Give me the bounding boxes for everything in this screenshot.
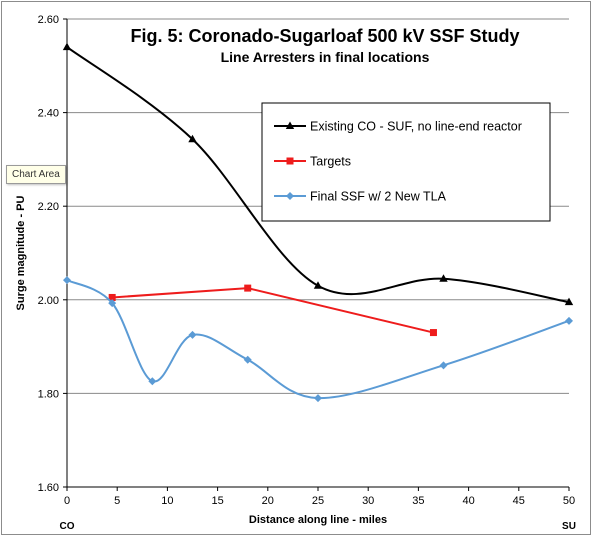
x-tick-label: 15: [211, 495, 223, 507]
x-tick-label: 5: [114, 495, 120, 507]
legend-box: [261, 102, 551, 222]
plot-series: [62, 42, 574, 403]
data-point-existing-co-suf: [313, 281, 323, 289]
gridlines: [67, 18, 569, 394]
x-tick-label: 45: [513, 495, 525, 507]
series-line-existing-co-suf: [66, 46, 570, 304]
data-point-final-ssf: [63, 276, 71, 285]
x-tick-label: 20: [262, 495, 274, 507]
legend[interactable]: Existing CO - SUF, no line-end reactor Ta…: [261, 102, 551, 222]
data-point-targets: [429, 329, 437, 337]
data-point-final-ssf: [314, 394, 322, 403]
y-tick-label: 2.20: [38, 201, 59, 213]
data-point-final-ssf: [188, 330, 197, 339]
data-point-targets: [244, 284, 252, 292]
x-tick-label: 0: [64, 495, 70, 507]
legend-label-targets: Targets: [310, 155, 351, 169]
x-tick-label: 40: [462, 495, 474, 507]
y-tick-label: 2.40: [38, 108, 59, 120]
data-point-final-ssf: [565, 316, 573, 325]
data-point-existing-co-suf: [439, 274, 448, 282]
legend-marker-targets: [286, 157, 294, 165]
chart-subtitle: Line Arresters in final locations: [221, 49, 430, 65]
chart-title: Fig. 5: Coronado-Sugarloaf 500 kV SSF St…: [130, 26, 519, 46]
x-tick-label: 25: [312, 495, 324, 507]
legend-label-final-ssf: Final SSF w/ 2 New TLA: [310, 190, 447, 204]
x-tick-label: 10: [161, 495, 173, 507]
y-tick-label: 2.00: [38, 295, 59, 307]
chart-area-tooltip: Chart Area: [6, 165, 66, 184]
x-tick-label: 30: [362, 495, 374, 507]
x-axis-title: Distance along line - miles: [249, 514, 387, 526]
series-line-final-ssf: [66, 279, 570, 400]
x-tick-label: 50: [563, 495, 575, 507]
axes: 1.60 1.80 2.00 2.20 2.40 2.60 0 5 10 15 20 25 30 35 40…: [38, 14, 576, 532]
y-tick-label: 1.60: [38, 482, 59, 494]
data-point-targets: [108, 293, 116, 301]
data-point-final-ssf: [148, 377, 157, 386]
x-end-label-left: CO: [60, 521, 75, 532]
x-end-label-right: SU: [562, 521, 576, 532]
data-point-existing-co-suf: [188, 134, 197, 143]
y-tick-label: 2.60: [38, 14, 59, 26]
data-point-final-ssf: [108, 299, 117, 308]
series-line-targets: [112, 287, 434, 334]
data-point-existing-co-suf: [564, 297, 574, 306]
data-point-final-ssf: [439, 361, 448, 370]
y-tick-label: 1.80: [38, 388, 59, 400]
data-point-final-ssf: [243, 355, 252, 364]
data-point-existing-co-suf: [62, 42, 72, 51]
legend-label-existing-co-suf: Existing CO - SUF, no line-end reactor: [310, 120, 522, 134]
x-tick-label: 35: [412, 495, 424, 507]
legend-marker-existing-co-suf: [285, 121, 295, 129]
y-axis-title: Surge magnitude - PU: [15, 195, 27, 310]
legend-marker-final-ssf: [286, 192, 294, 200]
